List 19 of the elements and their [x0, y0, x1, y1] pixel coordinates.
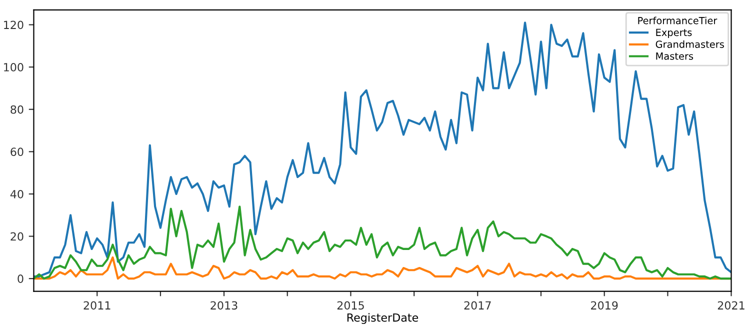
y-tick-label: 60 — [10, 148, 24, 156]
y-tick-label: 0 — [18, 274, 24, 283]
y-tick-label: 120 — [4, 20, 24, 30]
y-tick-label: 40 — [10, 190, 24, 198]
legend-label: Grandmasters — [656, 40, 724, 48]
y-tick-label: 20 — [10, 232, 24, 241]
x-tick-label: 2015 — [337, 301, 364, 310]
x-tick-label: 2019 — [591, 301, 618, 310]
legend-label: Masters — [656, 52, 694, 60]
x-tick-label: 2011 — [84, 301, 110, 310]
x-tick-label: 2021 — [718, 301, 744, 310]
x-tick-label: 2013 — [210, 301, 238, 310]
line-series — [34, 206, 732, 280]
x-tick-label: 2017 — [464, 301, 491, 310]
y-tick-label: 100 — [4, 63, 24, 72]
y-tick-label: 80 — [10, 105, 24, 114]
legend-title: PerformanceTier — [638, 16, 718, 24]
x-axis-title: RegisterDate — [347, 313, 418, 324]
legend-label: Experts — [656, 28, 692, 38]
